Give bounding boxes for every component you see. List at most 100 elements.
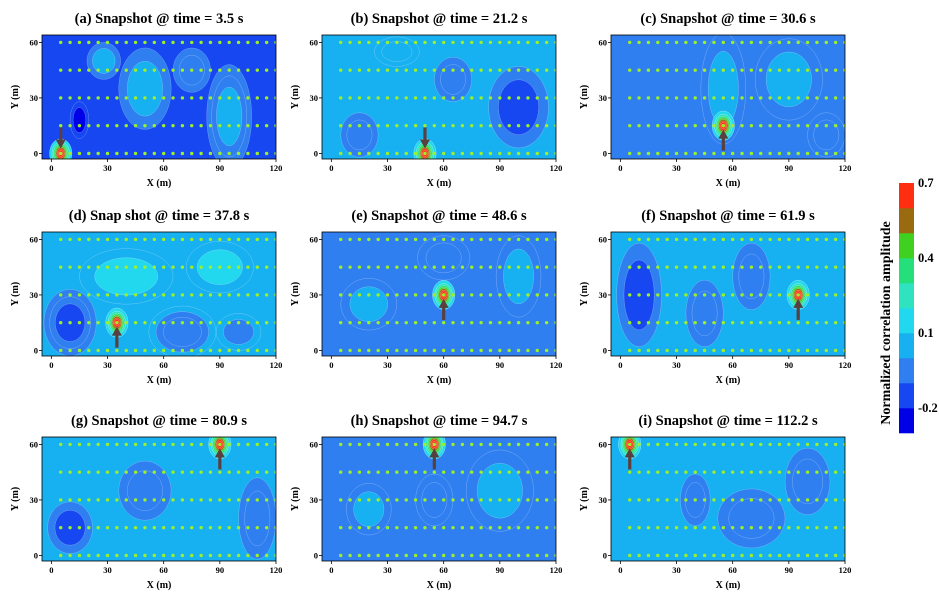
receiver-dot xyxy=(161,68,166,72)
receiver-dot xyxy=(180,553,185,558)
receiver-dot xyxy=(246,123,250,128)
receiver-dot xyxy=(385,553,390,558)
receiver-dot xyxy=(693,123,697,128)
receiver-dot xyxy=(488,525,493,530)
receiver-dot xyxy=(246,40,250,45)
receiver-dot xyxy=(236,123,241,128)
receiver-dot xyxy=(236,151,241,156)
receiver-dot xyxy=(423,96,427,100)
receiver-dot xyxy=(749,498,754,502)
receiver-dot xyxy=(759,320,763,325)
receiver-dot xyxy=(133,348,138,353)
x-tick-label: 90 xyxy=(496,565,505,575)
receiver-dot xyxy=(180,68,185,72)
receiver-dot xyxy=(628,237,632,242)
receiver-dot xyxy=(77,320,82,325)
receiver-dot xyxy=(143,151,147,156)
receiver-dot xyxy=(526,498,530,502)
receiver-dot xyxy=(180,320,185,325)
receiver-dot xyxy=(470,265,474,269)
receiver-dot xyxy=(777,498,782,502)
colorbar-cell xyxy=(899,408,914,434)
receiver-dot xyxy=(656,553,660,558)
receiver-dot xyxy=(815,525,819,530)
receiver-grid xyxy=(628,442,845,558)
receiver-dot xyxy=(674,498,679,502)
x-tick-label: 120 xyxy=(839,163,852,173)
receiver-dot xyxy=(404,525,408,530)
receiver-dot xyxy=(96,320,100,325)
receiver-dot xyxy=(133,265,138,269)
receiver-dot xyxy=(255,40,259,45)
receiver-dot xyxy=(180,498,185,502)
receiver-dot xyxy=(787,442,791,447)
receiver-dot xyxy=(357,553,362,558)
y-axis-label: Y (m) xyxy=(10,487,21,511)
colorbar-cell xyxy=(899,258,914,284)
receiver-dot xyxy=(674,293,679,297)
receiver-dot xyxy=(404,40,408,45)
receiver-dot xyxy=(535,96,539,100)
receiver-dot xyxy=(385,265,390,269)
receiver-dot xyxy=(479,123,483,128)
receiver-dot xyxy=(768,293,772,297)
x-tick-label: 120 xyxy=(550,163,563,173)
receiver-dot xyxy=(451,96,455,100)
receiver-dot xyxy=(498,40,502,45)
receiver-dot xyxy=(516,40,521,45)
receiver-dot xyxy=(190,525,194,530)
colorbar-cell xyxy=(899,358,914,384)
y-tick-label: 60 xyxy=(310,37,319,47)
receiver-dot xyxy=(805,68,810,72)
receiver-dot xyxy=(348,498,352,502)
receiver-dot xyxy=(348,265,352,269)
receiver-dot xyxy=(246,293,250,297)
receiver-dot xyxy=(460,320,465,325)
receiver-dot xyxy=(526,151,530,156)
receiver-dot xyxy=(498,265,502,269)
receiver-dot xyxy=(684,96,688,100)
receiver-dot xyxy=(544,320,549,325)
receiver-dot xyxy=(199,553,203,558)
receiver-dot xyxy=(255,123,259,128)
source-arrow xyxy=(429,448,440,470)
receiver-dot xyxy=(218,96,222,100)
receiver-dot xyxy=(441,470,446,474)
receiver-dot xyxy=(246,470,250,474)
receiver-dot xyxy=(227,553,231,558)
receiver-dot xyxy=(152,293,157,297)
receiver-dot xyxy=(124,151,128,156)
receiver-dot xyxy=(759,68,763,72)
receiver-dot xyxy=(628,348,632,353)
receiver-dot xyxy=(143,442,147,447)
receiver-dot xyxy=(171,320,175,325)
receiver-dot xyxy=(730,96,735,100)
receiver-dot xyxy=(441,151,446,156)
receiver-dot xyxy=(423,151,427,156)
receiver-dot xyxy=(227,151,231,156)
receiver-dot xyxy=(498,553,502,558)
receiver-dot xyxy=(646,40,651,45)
receiver-dot xyxy=(460,237,465,242)
colorbar-cell xyxy=(899,183,914,209)
receiver-dot xyxy=(646,151,651,156)
receiver-dot xyxy=(740,123,744,128)
receiver-dot xyxy=(451,470,455,474)
receiver-dot xyxy=(702,123,707,128)
y-tick-label: 0 xyxy=(314,550,318,560)
receiver-dot xyxy=(759,40,763,45)
receiver-dot xyxy=(544,96,549,100)
receiver-dot xyxy=(796,237,800,242)
receiver-dot xyxy=(395,123,399,128)
receiver-dot xyxy=(516,293,521,297)
receiver-dot xyxy=(824,237,828,242)
receiver-dot xyxy=(730,348,735,353)
receiver-dot xyxy=(133,470,138,474)
receiver-dot xyxy=(815,151,819,156)
receiver-dot xyxy=(498,68,502,72)
x-tick-label: 60 xyxy=(728,565,737,575)
receiver-dot xyxy=(730,525,735,530)
receiver-dot xyxy=(274,470,276,474)
receiver-dot xyxy=(423,498,427,502)
receiver-dot xyxy=(227,348,231,353)
